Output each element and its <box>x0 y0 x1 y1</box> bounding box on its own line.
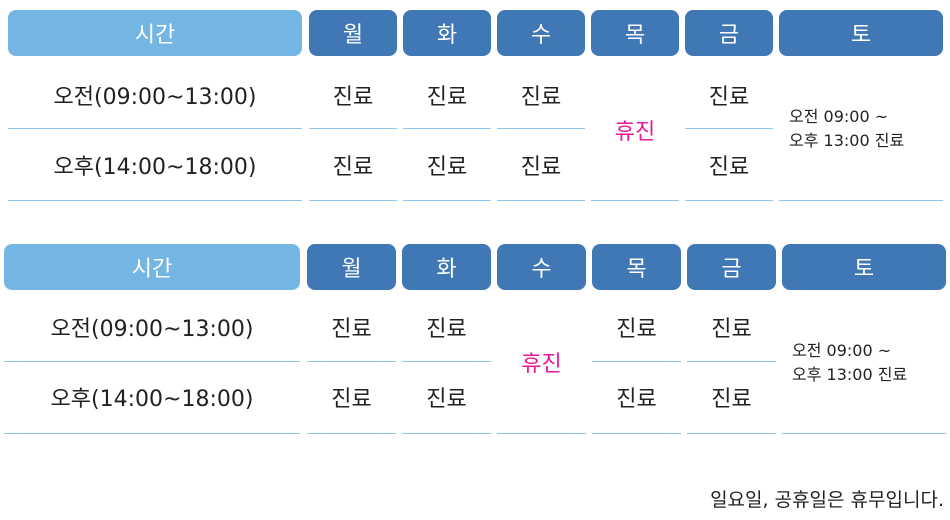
header-tue: 화 <box>402 244 491 290</box>
cell-mon-afternoon: 진료 <box>331 387 372 412</box>
sat-hours-line1: 오전 09:00 ~ <box>792 341 892 360</box>
header-time: 시간 <box>4 244 300 290</box>
cell-wed-closed: 휴진 <box>521 352 562 377</box>
cell-sat-hours: 오전 09:00 ~ 오후 13:00 진료 <box>779 105 950 155</box>
divider <box>8 200 302 201</box>
row-label-morning: 오전(09:00~13:00) <box>50 317 254 342</box>
cell-fri-morning: 진료 <box>711 317 752 342</box>
header-thu: 목 <box>592 244 681 290</box>
row-label-afternoon: 오후(14:00~18:00) <box>53 155 257 180</box>
cell-tue-morning: 진료 <box>426 317 467 342</box>
header-fri: 금 <box>687 244 776 290</box>
cell-tue-morning: 진료 <box>426 85 468 110</box>
header-thu: 목 <box>591 10 679 56</box>
divider <box>309 128 397 129</box>
header-wed: 수 <box>497 10 585 56</box>
divider <box>685 200 773 201</box>
divider <box>307 361 396 362</box>
cell-mon-morning: 진료 <box>332 85 374 110</box>
divider <box>4 433 300 434</box>
divider <box>782 433 946 434</box>
cell-thu-closed: 휴진 <box>614 120 656 145</box>
divider <box>687 433 776 434</box>
divider <box>592 433 681 434</box>
divider <box>402 433 491 434</box>
header-sat: 토 <box>782 244 946 290</box>
divider <box>591 200 679 201</box>
divider <box>497 128 585 129</box>
divider <box>8 128 302 129</box>
cell-tue-afternoon: 진료 <box>426 387 467 412</box>
header-sat: 토 <box>779 10 943 56</box>
header-mon: 월 <box>309 10 397 56</box>
header-wed: 수 <box>497 244 586 290</box>
cell-wed-afternoon: 진료 <box>520 155 562 180</box>
divider <box>497 433 586 434</box>
cell-fri-afternoon: 진료 <box>711 387 752 412</box>
sat-hours-line1: 오전 09:00 ~ <box>789 107 889 126</box>
divider <box>307 433 396 434</box>
cell-fri-afternoon: 진료 <box>708 155 750 180</box>
header-time: 시간 <box>8 10 302 56</box>
cell-mon-afternoon: 진료 <box>332 155 374 180</box>
cell-wed-morning: 진료 <box>520 85 562 110</box>
divider <box>592 361 681 362</box>
divider <box>687 361 776 362</box>
sat-hours-line2: 오후 13:00 진료 <box>789 131 905 150</box>
cell-tue-afternoon: 진료 <box>426 155 468 180</box>
cell-sat-hours: 오전 09:00 ~ 오후 13:00 진료 <box>782 339 950 389</box>
header-mon: 월 <box>307 244 396 290</box>
divider <box>4 361 300 362</box>
divider <box>685 128 773 129</box>
divider <box>497 200 585 201</box>
cell-mon-morning: 진료 <box>331 317 372 342</box>
divider <box>403 200 491 201</box>
cell-thu-afternoon: 진료 <box>616 387 657 412</box>
divider <box>402 361 491 362</box>
row-label-afternoon: 오후(14:00~18:00) <box>50 387 254 412</box>
cell-thu-morning: 진료 <box>616 317 657 342</box>
divider <box>309 200 397 201</box>
holiday-notice: 일요일, 공휴일은 휴무입니다. <box>710 489 944 511</box>
header-tue: 화 <box>403 10 491 56</box>
sat-hours-line2: 오후 13:00 진료 <box>792 365 908 384</box>
row-label-morning: 오전(09:00~13:00) <box>53 85 257 110</box>
cell-fri-morning: 진료 <box>708 85 750 110</box>
divider <box>403 128 491 129</box>
header-fri: 금 <box>685 10 773 56</box>
divider <box>779 200 943 201</box>
